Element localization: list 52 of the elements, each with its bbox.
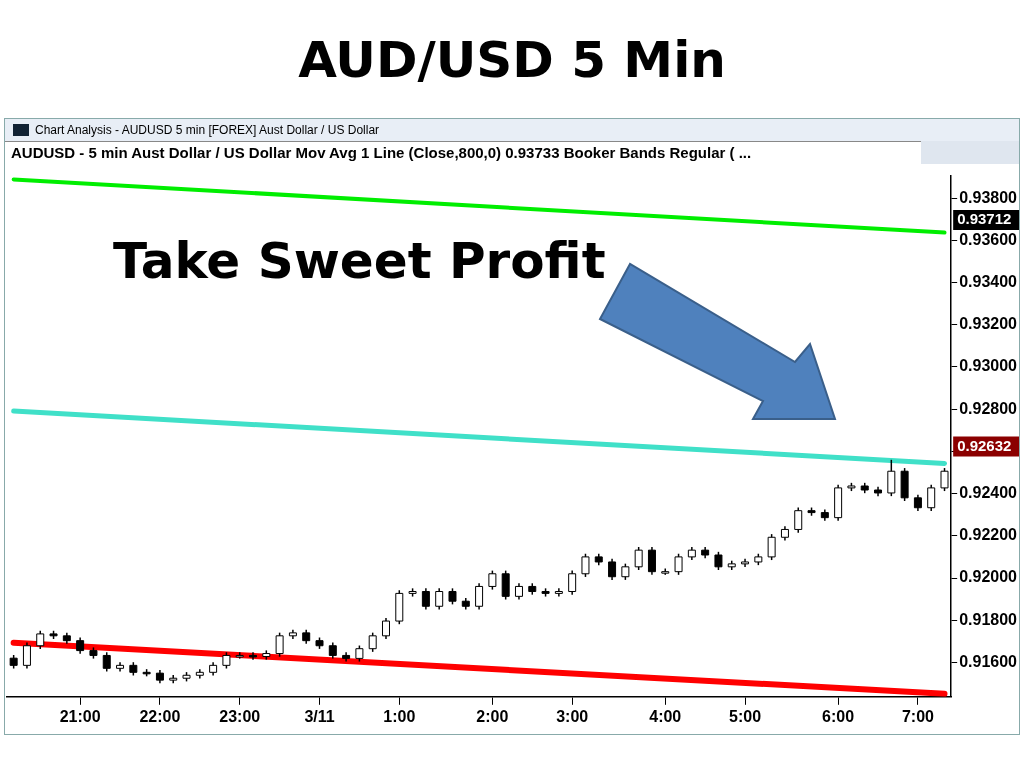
candlestick [608,558,617,581]
candlestick [421,587,430,611]
candlestick [554,587,563,598]
y-tick-label: 0.92400 [959,484,1018,501]
candlestick [382,617,390,640]
candlestick [568,569,577,596]
candlestick [581,552,590,578]
x-tick-label: 3:00 [556,707,589,725]
y-tick-label: 0.93000 [959,357,1018,375]
candlestick [475,582,484,611]
x-tick-label: 2:00 [476,707,509,725]
x-tick-label: 5:00 [729,707,762,725]
x-tick-label: 3/11 [304,707,335,725]
candlestick [368,631,377,653]
chart-title: AUD/USD 5 Min [297,30,727,91]
candlestick [674,552,683,576]
y-tick-label: 0.93200 [959,315,1018,333]
y-tick-label: 0.91600 [959,652,1018,670]
y-tick-label: 0.93600 [959,230,1018,248]
chart-subtitle: AUDUSD - 5 min Aust Dollar / US Dollar Mov Avg 1 Line (Close,800,0) 0.93733 Booker Bands Regular ( ... [5,141,921,164]
text: 0.92632 [957,436,1012,454]
text: 0.93712 [957,210,1012,228]
candlestick [927,483,936,512]
candlestick [275,631,284,658]
candlestick [249,651,258,661]
y-tick-label: 0.92000 [959,568,1018,586]
x-tick-label: 7:00 [901,707,935,725]
y-tick-label: 0.93800 [959,188,1018,206]
candlestick [435,587,444,611]
candlestick [714,551,723,571]
candlestick [102,651,111,673]
candlestick [501,569,510,601]
x-tick-label: 4:00 [649,707,682,725]
y-tick-label: 0.92200 [959,526,1018,544]
x-tick-label: 22:00 [139,707,181,725]
annotation: Take Sweet Profit [113,232,606,290]
x-tick-label: 6:00 [822,707,855,725]
candlestick [767,533,776,561]
candlestick [794,506,803,534]
candlestick [634,546,643,571]
text: Chart Analysis - AUDUSD 5 min [FOREX] Aust Dollar / US Dollar [35,123,380,137]
x-tick-label: 23:00 [219,707,261,725]
y-tick-label: 0.93400 [959,272,1018,290]
x-tick-label: 1:00 [383,707,416,725]
candlestick [647,546,656,576]
x-tick-label: 21:00 [59,707,101,725]
candlestick [488,569,497,591]
y-tick-label: 0.92800 [959,399,1018,417]
candlestick [36,630,45,650]
candlestick [22,641,31,670]
y-tick-label: 0.91800 [959,610,1018,628]
candlestick [887,459,896,497]
